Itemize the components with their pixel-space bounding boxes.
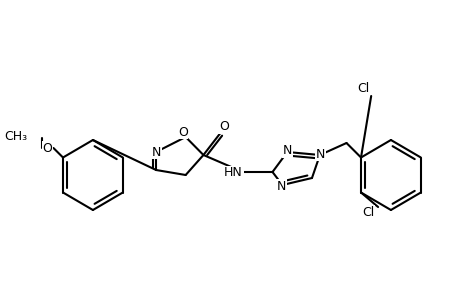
Text: O: O (219, 121, 229, 134)
Text: N: N (315, 148, 325, 160)
Text: O: O (177, 125, 187, 139)
Text: CH₃: CH₃ (5, 130, 28, 142)
Text: Cl: Cl (356, 82, 369, 94)
Text: N: N (276, 179, 285, 193)
Text: N: N (151, 146, 160, 158)
Text: N: N (282, 145, 291, 158)
Text: HN: HN (224, 167, 242, 179)
Text: Cl: Cl (361, 206, 374, 218)
Text: O: O (43, 142, 52, 154)
